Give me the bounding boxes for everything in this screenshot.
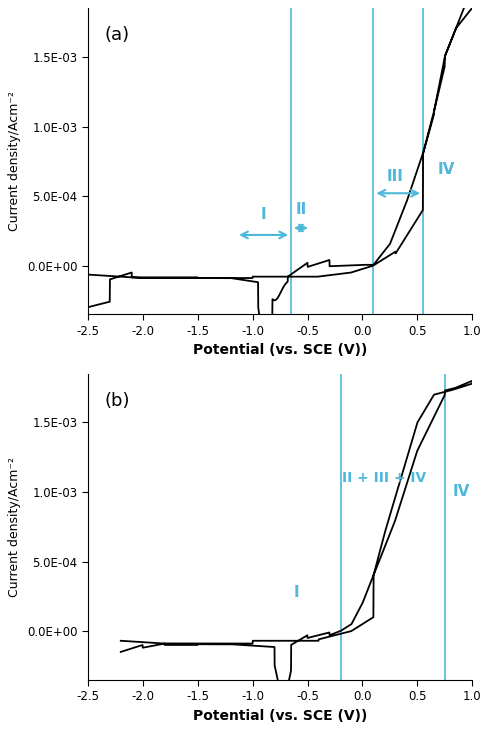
X-axis label: Potential (vs. SCE (V)): Potential (vs. SCE (V)) xyxy=(193,343,368,357)
Text: IV: IV xyxy=(453,484,470,499)
Text: II + III + IV: II + III + IV xyxy=(343,471,427,485)
Text: II: II xyxy=(296,202,307,217)
Text: I: I xyxy=(294,586,299,600)
Text: IV: IV xyxy=(437,162,455,177)
Text: III: III xyxy=(387,169,404,183)
Text: I: I xyxy=(261,208,267,222)
Text: (a): (a) xyxy=(104,26,129,45)
X-axis label: Potential (vs. SCE (V)): Potential (vs. SCE (V)) xyxy=(193,708,368,723)
Text: (b): (b) xyxy=(104,392,130,410)
Y-axis label: Current density/Acm⁻²: Current density/Acm⁻² xyxy=(8,457,22,596)
Y-axis label: Current density/Acm⁻²: Current density/Acm⁻² xyxy=(8,91,22,231)
